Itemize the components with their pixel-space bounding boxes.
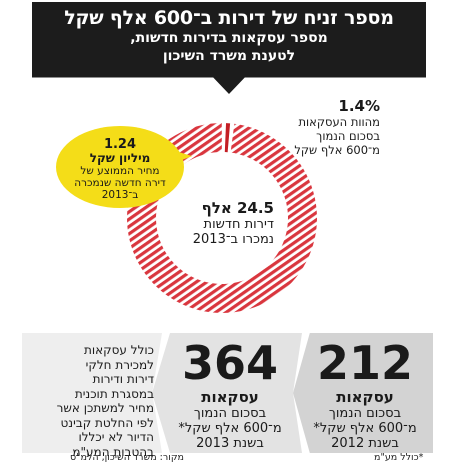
bubble-value: 1.24 bbox=[103, 137, 137, 152]
stat-line1: בסכום הנמוך bbox=[193, 406, 267, 421]
stat-line1: בסכום הנמוך bbox=[328, 406, 402, 421]
stat-number: 212 bbox=[316, 336, 414, 390]
note-line5: מחיר למשתכן אשר bbox=[56, 401, 154, 415]
bubble-unit: מיליון שקל bbox=[89, 151, 151, 165]
pct-value: 1.4% bbox=[338, 97, 380, 115]
center-line1: דירות חדשות bbox=[203, 217, 274, 232]
center-value: 24.5 אלף bbox=[201, 199, 274, 217]
page-subtitle-line1: מספר עסקאות בדירות חדשות, bbox=[130, 30, 328, 46]
note-line1: כולל עסקאות bbox=[83, 343, 154, 357]
vat-footnote: *כולל מע"מ bbox=[374, 452, 424, 463]
donut-slice-small bbox=[224, 123, 231, 153]
stat-card-2013-bg bbox=[152, 333, 302, 453]
note-line4: במסגרת תוכנית bbox=[74, 386, 154, 401]
stat-card-2013: 364 עסקאות בסכום הנמוך מ־600 אלף שקל* בש… bbox=[168, 337, 292, 451]
note-line3: דירות ודירות bbox=[92, 372, 154, 386]
stat-line2: מ־600 אלף שקל* bbox=[313, 421, 417, 436]
pct-label-line3: מ־600 אלף שקל bbox=[294, 143, 380, 157]
stat-title: עסקאות bbox=[336, 388, 394, 406]
stat-line3: בשנת 2012 bbox=[331, 436, 399, 451]
stat-line3: בשנת 2013 bbox=[196, 436, 264, 451]
stats-panel: 212 עסקאות בסכום הנמוך מ־600 אלף שקל* בש… bbox=[0, 333, 458, 459]
stat-title: עסקאות bbox=[201, 388, 259, 406]
stat-card-2012: 212 עסקאות בסכום הנמוך מ־600 אלף שקל* בש… bbox=[303, 337, 427, 451]
stat-card-2012-bg bbox=[293, 333, 433, 453]
note-line6: לפי החלטת קבינט bbox=[60, 415, 154, 430]
average-price-bubble: 1.24 מיליון שקל מחיר הממוצע של דירה חדשה… bbox=[56, 126, 184, 208]
note-line7: הדיור לא יכללו bbox=[78, 430, 154, 444]
note-text: כולל עסקאות למכירת חלקי דירות ודירות במס… bbox=[30, 343, 154, 459]
note-line2: למכירת חלקי bbox=[85, 357, 154, 372]
bubble-desc-line2: דירה חדשה שנמכרה bbox=[74, 177, 166, 189]
bubble-desc-line3: ב־2013 bbox=[101, 189, 139, 201]
pct-label-line1: מהוות העסקאות bbox=[298, 115, 380, 129]
pct-callout: 1.4% מהוות העסקאות בסכום הנמוך מ־600 אלף… bbox=[250, 97, 380, 157]
page-title: מספר זניח של דירות ב־600 אלף שקל bbox=[64, 7, 394, 29]
stat-number: 364 bbox=[181, 336, 279, 390]
note-line8: בהטבות המע"מ bbox=[72, 444, 154, 459]
donut-center-label: 24.5 אלף דירות חדשות נמכרו ב־2013 bbox=[172, 199, 274, 248]
header-banner: מספר זניח של דירות ב־600 אלף שקל מספר עס… bbox=[32, 2, 426, 94]
center-line2: נמכרו ב־2013 bbox=[192, 232, 274, 247]
pct-label-line2: בסכום הנמוך bbox=[316, 129, 380, 143]
stat-line2: מ־600 אלף שקל* bbox=[178, 421, 282, 436]
page-subtitle-line2: לטענת משרד השיכון bbox=[162, 48, 296, 64]
bubble-desc-line1: מחיר הממוצע של bbox=[80, 165, 160, 177]
note-card-bg bbox=[22, 333, 162, 453]
source-note: מקור: משרד השיכון, הלמ"ס bbox=[70, 452, 185, 463]
